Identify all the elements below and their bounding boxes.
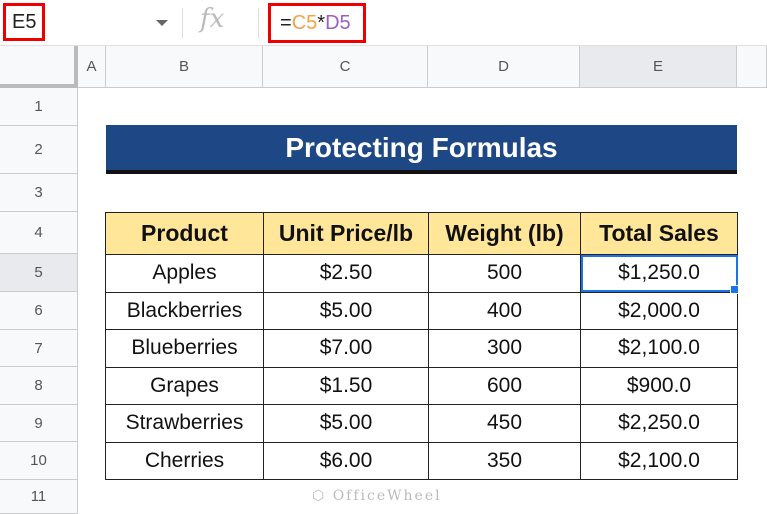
column-header-e[interactable]: E (580, 46, 737, 88)
watermark-text: OfficeWheel (332, 488, 442, 504)
table-cell[interactable]: 300 (428, 329, 581, 368)
divider (182, 8, 183, 38)
table-cell[interactable]: Blackberries (105, 291, 264, 330)
table-cell[interactable]: $5.00 (263, 404, 429, 443)
table-row: Blueberries $7.00 300 $2,100.0 (105, 329, 738, 368)
table-cell[interactable]: $2,000.0 (580, 291, 738, 330)
table-header-row: Product Unit Price/lb Weight (lb) Total … (105, 212, 738, 255)
table-cell[interactable]: $6.00 (263, 441, 429, 480)
table-cell[interactable]: $2,100.0 (580, 329, 738, 368)
table-cell[interactable]: $5.00 (263, 291, 429, 330)
table-row: Cherries $6.00 350 $2,100.0 (105, 441, 738, 480)
table-cell[interactable]: $900.0 (580, 366, 738, 405)
header-unit-price[interactable]: Unit Price/lb (263, 212, 429, 255)
table-row: Blackberries $5.00 400 $2,000.0 (105, 291, 738, 330)
row-header-1[interactable]: 1 (0, 88, 78, 126)
row-header-6[interactable]: 6 (0, 292, 78, 330)
name-box[interactable]: E5 (3, 3, 45, 41)
row-header-5[interactable]: 5 (0, 254, 78, 292)
column-header-c[interactable]: C (263, 46, 428, 88)
table-cell[interactable]: Cherries (105, 441, 264, 480)
table-cell[interactable]: $2.50 (263, 254, 429, 293)
table-cell[interactable]: Grapes (105, 366, 264, 405)
select-all-corner[interactable] (0, 46, 78, 88)
row-header-7[interactable]: 7 (0, 330, 78, 367)
fill-handle[interactable] (730, 285, 739, 294)
table-cell[interactable]: 400 (428, 291, 581, 330)
row-header-11[interactable]: 11 (0, 480, 78, 514)
row-header-9[interactable]: 9 (0, 405, 78, 442)
formula-eq: = (280, 12, 292, 34)
table-cell[interactable]: 450 (428, 404, 581, 443)
sales-table: Product Unit Price/lb Weight (lb) Total … (105, 212, 738, 480)
row-header-8[interactable]: 8 (0, 367, 78, 405)
table-cell[interactable]: $7.00 (263, 329, 429, 368)
row-header-10[interactable]: 10 (0, 442, 78, 480)
divider (258, 8, 259, 38)
fx-icon: fx (200, 4, 225, 34)
row-header-2[interactable]: 2 (0, 126, 78, 174)
sheet-title: Protecting Formulas (106, 125, 737, 174)
column-header-f[interactable] (737, 46, 767, 88)
table-row: Grapes $1.50 600 $900.0 (105, 366, 738, 405)
table-cell[interactable]: $1.50 (263, 366, 429, 405)
table-cell[interactable]: Strawberries (105, 404, 264, 443)
watermark-hexagon-icon: ⬡ (312, 488, 333, 504)
table-cell[interactable]: $1,250.0 (580, 254, 738, 293)
formula-op: * (317, 12, 326, 34)
row-header-3[interactable]: 3 (0, 174, 78, 212)
table-cell[interactable]: 500 (428, 254, 581, 293)
row-header-4[interactable]: 4 (0, 212, 78, 254)
column-header-a[interactable]: A (78, 46, 106, 88)
table-cell[interactable]: $2,250.0 (580, 404, 738, 443)
table-row: Apples $2.50 500 $1,250.0 (105, 254, 738, 293)
table-cell[interactable]: 600 (428, 366, 581, 405)
table-cell[interactable]: Apples (105, 254, 264, 293)
header-product[interactable]: Product (105, 212, 264, 255)
column-header-b[interactable]: B (106, 46, 263, 88)
formula-ref-d5: D5 (325, 12, 351, 34)
header-weight[interactable]: Weight (lb) (428, 212, 581, 255)
table-cell[interactable]: Blueberries (105, 329, 264, 368)
table-row: Strawberries $5.00 450 $2,250.0 (105, 404, 738, 443)
watermark-logo: ⬡ OfficeWheel (312, 488, 442, 504)
table-cell[interactable]: $2,100.0 (580, 441, 738, 480)
table-cell[interactable]: 350 (428, 441, 581, 480)
formula-ref-c5: C5 (291, 12, 318, 34)
chevron-down-icon[interactable] (156, 20, 168, 26)
formula-input[interactable]: =C5*D5 (268, 3, 366, 43)
header-total-sales[interactable]: Total Sales (580, 212, 738, 255)
column-header-d[interactable]: D (428, 46, 580, 88)
formula-bar: E5 fx =C5*D5 (0, 0, 767, 46)
